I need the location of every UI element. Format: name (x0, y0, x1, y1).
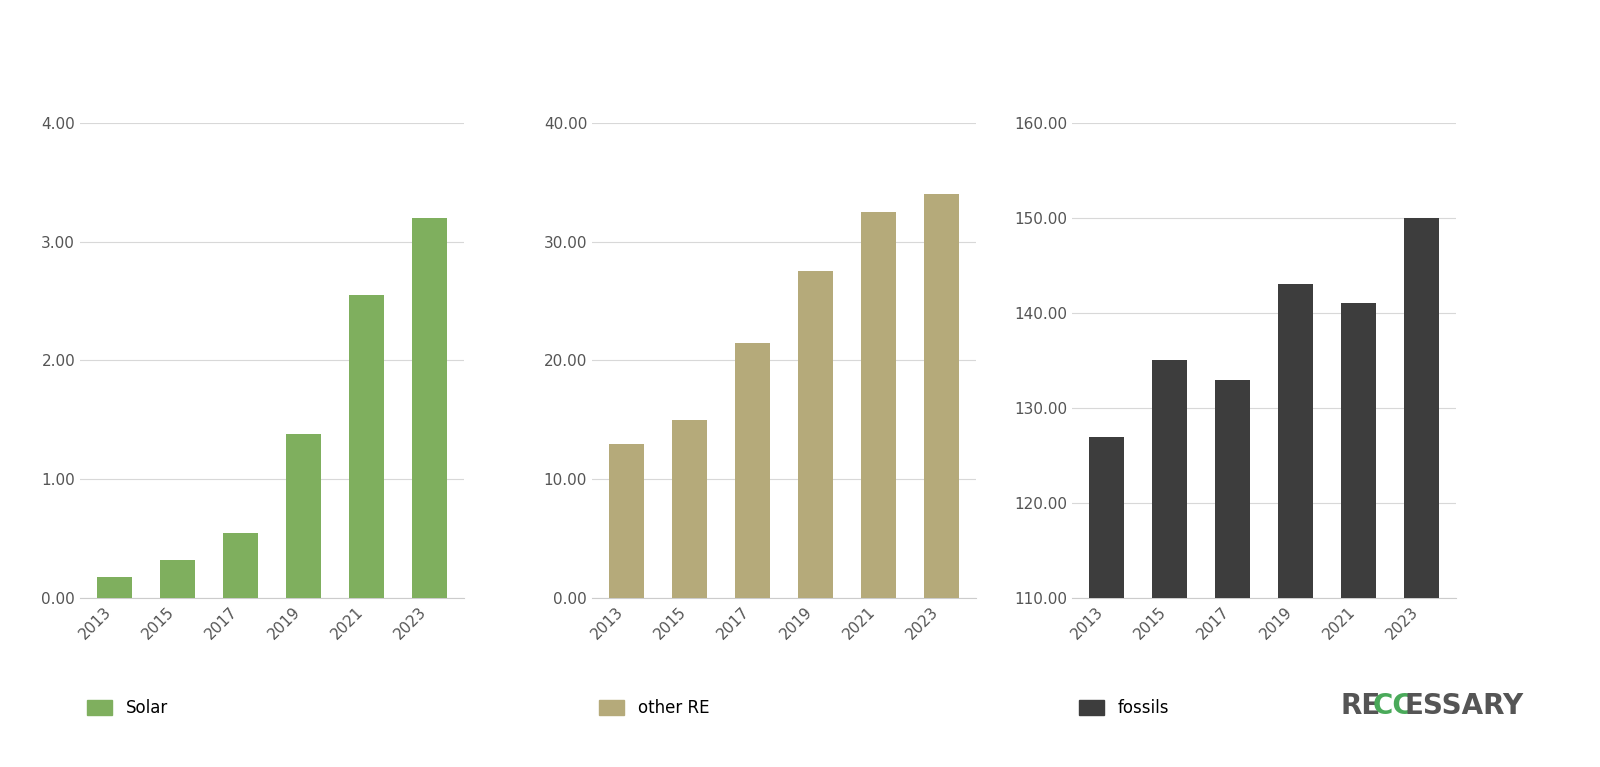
Bar (1216, 380, 1250, 767)
Bar (1278, 285, 1312, 767)
Bar (224, 533, 258, 598)
Bar (98, 577, 133, 598)
Text: ESSARY: ESSARY (1405, 692, 1525, 719)
Legend: other RE: other RE (592, 692, 715, 723)
Text: CC: CC (1373, 692, 1413, 719)
Bar (923, 194, 958, 598)
Bar (1090, 436, 1125, 767)
Bar (798, 272, 832, 598)
Legend: fossils: fossils (1072, 692, 1176, 723)
Bar (672, 420, 707, 598)
Bar (1152, 360, 1187, 767)
Bar (349, 295, 384, 598)
Bar (1341, 304, 1376, 767)
Bar (736, 343, 770, 598)
Bar (610, 443, 645, 598)
Legend: Solar: Solar (80, 692, 174, 723)
Bar (1403, 218, 1438, 767)
Bar (861, 212, 896, 598)
Bar (286, 434, 320, 598)
Text: RE: RE (1341, 692, 1381, 719)
Bar (411, 218, 446, 598)
Bar (160, 560, 195, 598)
